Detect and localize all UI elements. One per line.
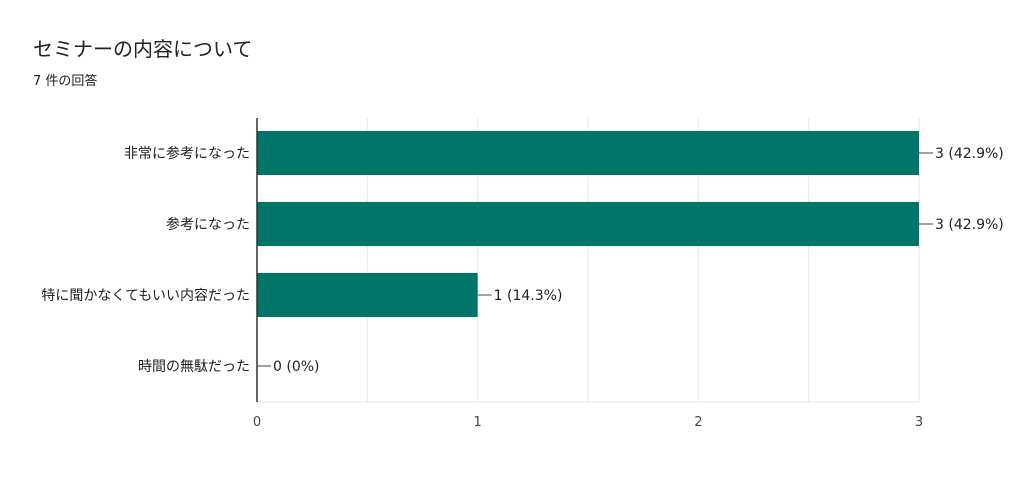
category-label: 非常に参考になった: [124, 145, 250, 162]
data-label: 3 (42.9%): [935, 146, 1004, 162]
chart-title: セミナーの内容について: [33, 37, 253, 61]
x-tick-label: 1: [474, 415, 482, 430]
category-label: 参考になった: [166, 216, 250, 233]
data-label: 1 (14.3%): [494, 288, 563, 304]
x-tick-label: 2: [694, 415, 702, 430]
data-label: 0 (0%): [273, 359, 320, 375]
x-tick-label: 0: [253, 415, 261, 430]
bar: [257, 202, 919, 246]
x-tick-label: 3: [915, 415, 923, 430]
category-label: 時間の無駄だった: [138, 359, 250, 375]
category-label: 特に聞かなくてもいい内容だった: [41, 287, 250, 304]
labels: 0 1 2 3 非常に参考になった 3 (42.9%) 参考になった 3 (42.9%) 特に聞…: [41, 145, 1003, 430]
bars: [256, 118, 919, 402]
bar: [257, 131, 919, 175]
bar: [257, 273, 478, 317]
response-count: 7 件の回答: [33, 74, 98, 89]
data-label: 3 (42.9%): [935, 217, 1004, 233]
